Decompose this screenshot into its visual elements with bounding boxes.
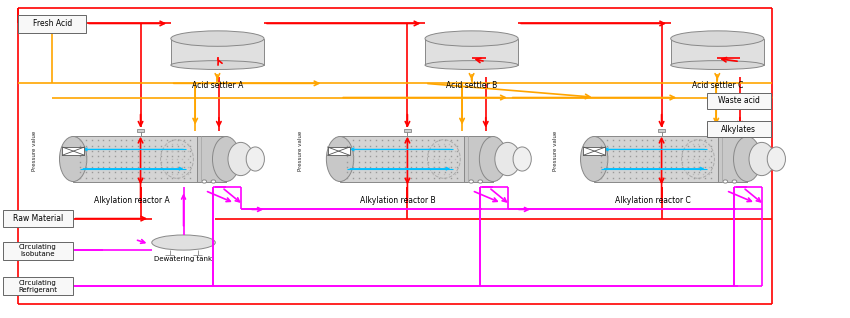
FancyBboxPatch shape (404, 129, 411, 132)
Text: Circulating
Isobutane: Circulating Isobutane (19, 244, 57, 257)
Ellipse shape (479, 136, 507, 182)
Ellipse shape (734, 136, 761, 182)
Text: Fresh Acid: Fresh Acid (32, 19, 72, 28)
Ellipse shape (513, 147, 531, 171)
FancyBboxPatch shape (658, 129, 666, 132)
Ellipse shape (732, 180, 737, 183)
Ellipse shape (152, 235, 215, 250)
Ellipse shape (60, 136, 87, 182)
Text: Alkylation reactor C: Alkylation reactor C (615, 196, 690, 205)
Ellipse shape (246, 147, 264, 171)
Ellipse shape (171, 61, 264, 69)
Ellipse shape (425, 61, 518, 69)
Ellipse shape (171, 31, 264, 46)
FancyBboxPatch shape (73, 136, 226, 182)
Ellipse shape (671, 31, 764, 46)
FancyBboxPatch shape (3, 211, 72, 227)
Ellipse shape (495, 142, 520, 176)
Ellipse shape (749, 142, 774, 176)
FancyBboxPatch shape (3, 242, 72, 260)
Ellipse shape (202, 180, 207, 183)
Text: Alkylation reactor A: Alkylation reactor A (94, 196, 169, 205)
FancyBboxPatch shape (197, 136, 226, 182)
FancyBboxPatch shape (137, 129, 144, 132)
Text: Acid settler C: Acid settler C (692, 80, 743, 89)
FancyBboxPatch shape (19, 15, 86, 33)
FancyBboxPatch shape (594, 136, 747, 182)
FancyBboxPatch shape (425, 38, 518, 65)
FancyBboxPatch shape (718, 136, 747, 182)
Text: Alkylation reactor B: Alkylation reactor B (360, 196, 436, 205)
Text: Pressure value: Pressure value (553, 131, 558, 171)
FancyBboxPatch shape (3, 277, 72, 295)
FancyBboxPatch shape (707, 93, 771, 108)
Text: Alkylates: Alkylates (722, 125, 756, 134)
Ellipse shape (478, 180, 483, 183)
Ellipse shape (723, 180, 728, 183)
FancyBboxPatch shape (340, 136, 493, 182)
Ellipse shape (581, 136, 608, 182)
Bar (62, 147, 84, 155)
Text: Acid settler A: Acid settler A (192, 80, 243, 89)
FancyBboxPatch shape (707, 121, 771, 137)
Text: Pressure value: Pressure value (32, 131, 37, 171)
Bar (327, 147, 349, 155)
Ellipse shape (469, 180, 473, 183)
Bar (583, 147, 605, 155)
FancyBboxPatch shape (171, 38, 264, 65)
Text: Acid settler B: Acid settler B (446, 80, 497, 89)
Text: Waste acid: Waste acid (718, 96, 760, 105)
Text: Dewatering tank: Dewatering tank (155, 256, 212, 262)
Ellipse shape (768, 147, 785, 171)
Ellipse shape (671, 61, 764, 69)
Ellipse shape (228, 142, 253, 176)
Text: Raw Material: Raw Material (13, 214, 63, 223)
Text: Pressure value: Pressure value (298, 131, 303, 171)
FancyBboxPatch shape (464, 136, 493, 182)
Text: Circulating
Refrigerant: Circulating Refrigerant (19, 280, 57, 293)
FancyBboxPatch shape (671, 38, 764, 65)
Ellipse shape (212, 136, 240, 182)
Ellipse shape (425, 31, 518, 46)
Ellipse shape (326, 136, 354, 182)
Ellipse shape (211, 180, 216, 183)
